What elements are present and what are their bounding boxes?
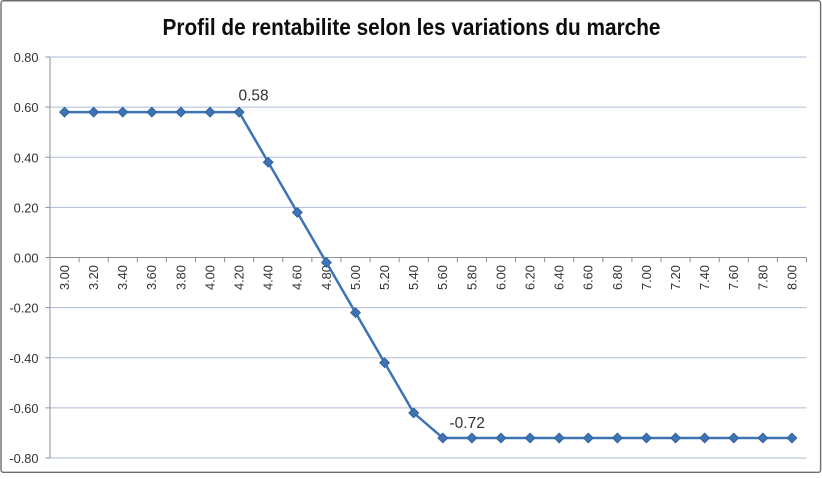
svg-text:6.20: 6.20 [522,265,537,290]
svg-text:0.40: 0.40 [14,150,39,165]
svg-text:3.40: 3.40 [115,265,130,290]
svg-text:-0.60: -0.60 [9,401,38,416]
svg-text:5.80: 5.80 [464,265,479,290]
svg-text:6.40: 6.40 [552,265,567,290]
svg-text:-0.80: -0.80 [9,451,38,466]
svg-text:4.80: 4.80 [319,265,334,290]
svg-text:3.20: 3.20 [86,265,101,290]
svg-text:6.00: 6.00 [493,265,508,290]
svg-text:6.80: 6.80 [610,265,625,290]
svg-text:Profil de rentabilite selon le: Profil de rentabilite selon les variatio… [163,14,661,40]
svg-text:7.00: 7.00 [639,265,654,290]
svg-text:3.80: 3.80 [173,265,188,290]
svg-text:7.40: 7.40 [697,265,712,290]
svg-text:4.20: 4.20 [232,265,247,290]
svg-text:6.60: 6.60 [581,265,596,290]
svg-text:0.60: 0.60 [14,100,39,115]
svg-text:3.60: 3.60 [144,265,159,290]
svg-text:7.80: 7.80 [755,265,770,290]
svg-text:7.20: 7.20 [668,265,683,290]
svg-text:5.00: 5.00 [348,265,363,290]
svg-text:-0.20: -0.20 [9,301,38,316]
svg-text:8.00: 8.00 [784,265,799,290]
svg-text:4.40: 4.40 [261,265,276,290]
svg-text:5.20: 5.20 [377,265,392,290]
svg-text:5.40: 5.40 [406,265,421,290]
svg-text:4.60: 4.60 [290,265,305,290]
svg-text:4.00: 4.00 [202,265,217,290]
svg-text:0.20: 0.20 [14,200,39,215]
svg-text:5.60: 5.60 [435,265,450,290]
svg-text:3.00: 3.00 [57,265,72,290]
svg-text:0.58: 0.58 [239,88,269,105]
svg-text:0.00: 0.00 [14,251,39,266]
svg-text:-0.40: -0.40 [9,351,38,366]
svg-text:0.80: 0.80 [14,50,39,65]
svg-text:7.60: 7.60 [726,265,741,290]
svg-text:-0.72: -0.72 [450,415,485,432]
